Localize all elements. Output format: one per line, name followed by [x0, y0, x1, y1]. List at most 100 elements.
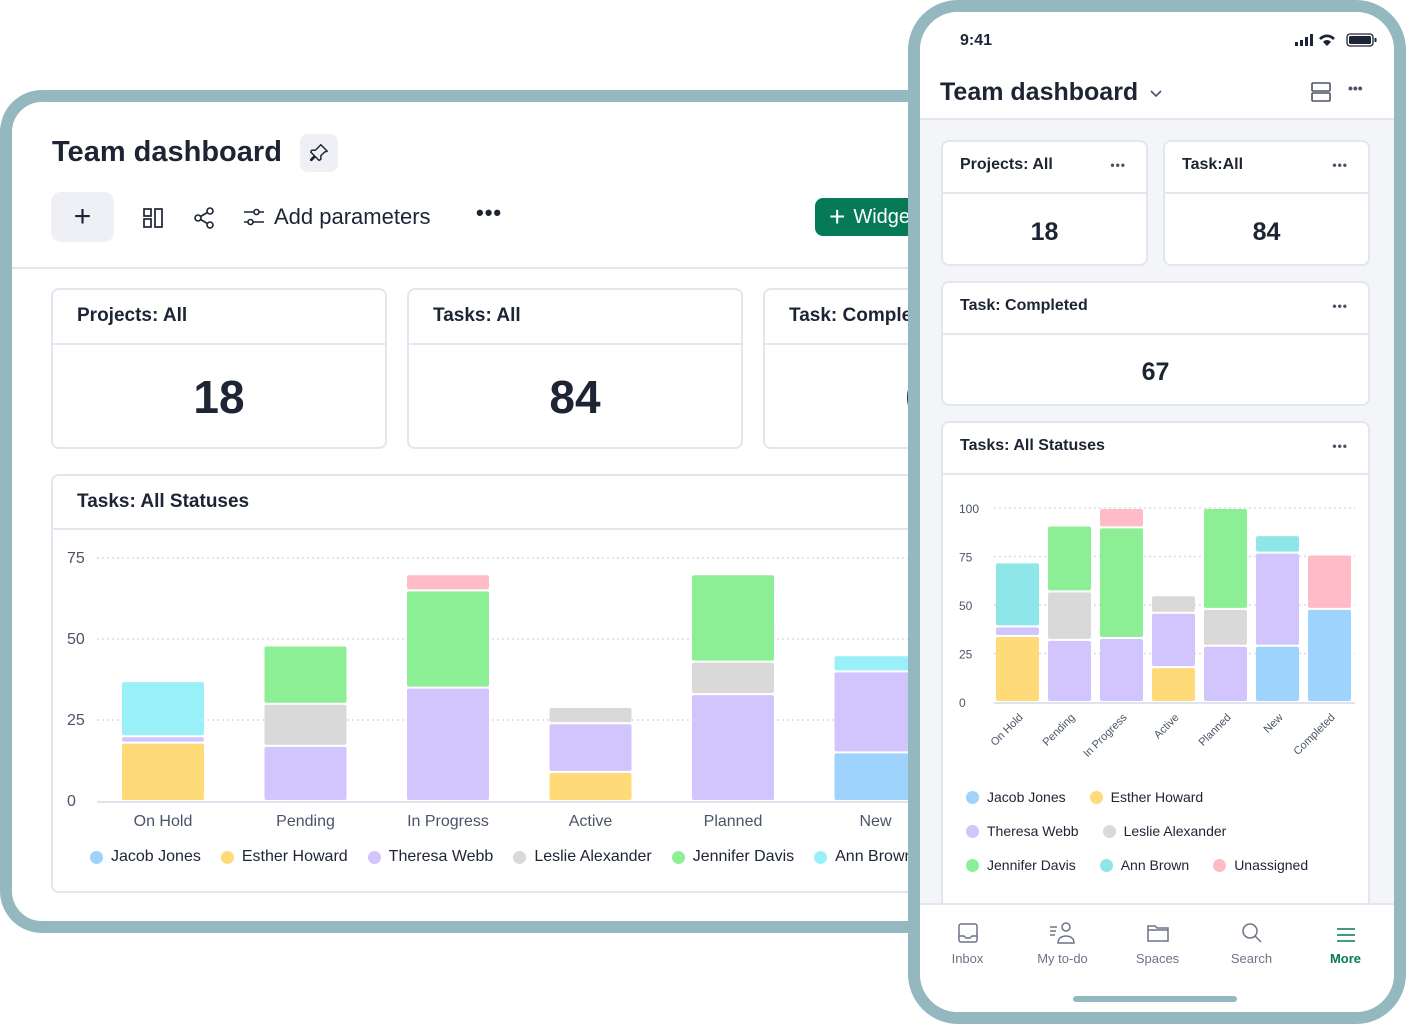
- legend-item[interactable]: Jennifer Davis: [671, 848, 794, 866]
- bar-segment[interactable]: [407, 688, 489, 800]
- bar-segment[interactable]: [692, 695, 774, 800]
- chevron-down-icon: [1150, 89, 1162, 97]
- bar-segment[interactable]: [549, 724, 632, 771]
- bar-segment[interactable]: [1256, 553, 1299, 645]
- legend-item[interactable]: Theresa Webb: [367, 848, 493, 866]
- more-options-button[interactable]: •••: [1348, 80, 1363, 96]
- legend-item[interactable]: Ann Brown: [1099, 857, 1189, 873]
- card-menu-button[interactable]: •••: [1332, 439, 1348, 453]
- bar-segment[interactable]: [1204, 609, 1247, 645]
- bar-segment[interactable]: [834, 656, 917, 671]
- card-value: 18: [193, 371, 245, 423]
- pin-icon: [310, 144, 328, 162]
- legend-swatch: [966, 858, 979, 872]
- legend-row: Theresa Webb Leslie Alexander: [966, 814, 1308, 848]
- projects-card[interactable]: Projects: All 18: [51, 288, 387, 449]
- bar-segment[interactable]: [1048, 592, 1091, 639]
- nav-search[interactable]: Search: [1204, 905, 1299, 966]
- legend-swatch: [367, 850, 381, 864]
- bar-segment[interactable]: [834, 753, 917, 800]
- bar-segment[interactable]: [996, 627, 1039, 636]
- bar-segment[interactable]: [122, 682, 204, 736]
- dashboard-selector[interactable]: Team dashboard: [940, 78, 1164, 107]
- bar-segment[interactable]: [549, 708, 632, 723]
- projects-card[interactable]: Projects: All ••• 18: [941, 140, 1148, 266]
- tasks-card[interactable]: Tasks: All 84: [407, 288, 743, 449]
- status-icons: [1295, 33, 1377, 47]
- y-tick-label: 25: [67, 712, 85, 729]
- y-tick-label: 75: [959, 551, 973, 565]
- bar-segment[interactable]: [549, 772, 632, 800]
- bar-segment[interactable]: [407, 575, 489, 590]
- legend-item[interactable]: Esther Howard: [220, 848, 348, 866]
- x-category-label: New: [1262, 712, 1286, 736]
- bar-segment[interactable]: [1308, 555, 1351, 608]
- bar-segment[interactable]: [996, 637, 1039, 701]
- layout-icon[interactable]: [142, 207, 164, 229]
- bar-segment[interactable]: [122, 743, 204, 800]
- bar-segment[interactable]: [1152, 668, 1195, 701]
- legend-label: Jennifer Davis: [987, 857, 1076, 873]
- nav-label: Spaces: [1135, 951, 1180, 966]
- bar-segment[interactable]: [1204, 646, 1247, 701]
- bar-segment[interactable]: [1152, 613, 1195, 667]
- bar-segment[interactable]: [1308, 609, 1351, 701]
- add-parameters-button[interactable]: Add parameters: [242, 204, 431, 230]
- card-menu-button[interactable]: •••: [1332, 299, 1348, 313]
- layout-icon[interactable]: [1310, 81, 1332, 103]
- bar-segment[interactable]: [692, 575, 774, 661]
- card-value: 84: [1252, 218, 1281, 246]
- legend-item[interactable]: Jacob Jones: [90, 848, 201, 866]
- legend-item[interactable]: Theresa Webb: [966, 823, 1079, 839]
- nav-my-todo[interactable]: My to-do: [1015, 905, 1110, 966]
- share-icon[interactable]: [192, 206, 216, 230]
- nav-spaces[interactable]: Spaces: [1110, 905, 1205, 966]
- x-category-label: On Hold: [134, 813, 193, 830]
- legend-swatch: [1099, 858, 1113, 872]
- legend-item[interactable]: Leslie Alexander: [513, 848, 652, 866]
- completed-card[interactable]: Task: Completed ••• 67: [941, 281, 1370, 406]
- legend-item[interactable]: Jacob Jones: [966, 789, 1066, 805]
- pin-button[interactable]: [300, 134, 338, 172]
- add-button[interactable]: +: [51, 192, 114, 242]
- bar-segment[interactable]: [692, 662, 774, 694]
- bar-segment[interactable]: [1152, 596, 1195, 612]
- bar-segment[interactable]: [1256, 646, 1299, 701]
- bar-segment[interactable]: [264, 646, 347, 703]
- inbox-icon: [957, 923, 978, 943]
- bar-segment[interactable]: [122, 737, 204, 742]
- bar-segment[interactable]: [996, 563, 1039, 626]
- bar-segment[interactable]: [1256, 536, 1299, 552]
- legend-label: Esther Howard: [241, 848, 348, 865]
- card-menu-button[interactable]: •••: [1332, 158, 1348, 172]
- card-title: Projects: All: [943, 142, 1146, 194]
- legend-item[interactable]: Leslie Alexander: [1102, 823, 1226, 839]
- bar-segment[interactable]: [1048, 640, 1091, 701]
- desktop-stacked-bar-chart: 0 25 50 75 On Hold Pending In Progress Active Pl…: [67, 550, 988, 830]
- bar-segment[interactable]: [1048, 526, 1091, 591]
- wifi-icon: [1319, 34, 1335, 46]
- nav-more[interactable]: More: [1298, 905, 1393, 966]
- bar-segment[interactable]: [1100, 528, 1143, 637]
- bar-segment[interactable]: [1204, 509, 1247, 608]
- legend-item[interactable]: Esther Howard: [1089, 789, 1203, 805]
- nav-inbox[interactable]: Inbox: [920, 905, 1015, 966]
- home-indicator: [1073, 996, 1237, 1002]
- x-category-label: Pending: [276, 813, 335, 830]
- tasks-card[interactable]: Task:All ••• 84: [1163, 140, 1370, 266]
- bar-segment[interactable]: [1100, 509, 1143, 527]
- card-title: Task:All: [1165, 142, 1368, 194]
- bar-segment[interactable]: [264, 704, 347, 745]
- bar-segment[interactable]: [834, 672, 917, 752]
- legend-item[interactable]: Ann Brown: [814, 848, 913, 866]
- card-title: Projects: All: [53, 290, 385, 345]
- card-menu-button[interactable]: •••: [1110, 158, 1126, 172]
- bar-segment[interactable]: [407, 591, 489, 687]
- bar-segment[interactable]: [264, 746, 347, 800]
- bar-segment[interactable]: [1100, 638, 1143, 701]
- more-options-button[interactable]: •••: [476, 200, 503, 225]
- y-tick-label: 25: [959, 648, 973, 662]
- legend-item[interactable]: Jennifer Davis: [966, 857, 1076, 873]
- legend-item[interactable]: Unassigned: [1213, 857, 1308, 873]
- folder-icon: [1146, 925, 1169, 942]
